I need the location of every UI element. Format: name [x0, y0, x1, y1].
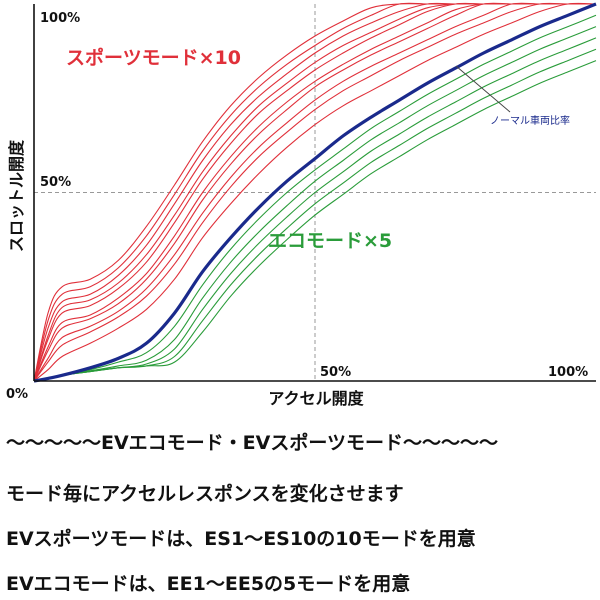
description-line-response: モード毎にアクセルレスポンスを変化させます	[6, 483, 404, 505]
sport-curve-es2	[33, 2, 596, 382]
sport-mode-annotation: スポーツモード×10	[66, 46, 241, 69]
normal-ratio-leader-line	[455, 65, 511, 113]
eco-curve-ee1	[33, 14, 597, 382]
x-tick-label-0: 0%	[6, 387, 28, 402]
y-tick-label-100: 100%	[40, 11, 80, 26]
eco-curve-ee5	[33, 60, 597, 382]
eco-mode-annotation: エコモード×5	[268, 230, 392, 252]
y-tick-label-50: 50%	[40, 175, 71, 190]
description-line-sport: EVスポーツモードは、ES1～ES10の10モードを用意	[6, 528, 476, 550]
x-tick-label-50: 50%	[320, 365, 351, 380]
sport-curve-es3	[33, 2, 596, 382]
normal-ratio-annotation: ノーマル車両比率	[490, 114, 570, 127]
sport-curve-es1	[33, 2, 597, 382]
throttle-response-chart: 100% 50% 0% 50% 100% アクセル開度 スロットル開度 スポーツ…	[6, 2, 597, 408]
sport-curve-es10	[33, 3, 596, 382]
y-axis-label: スロットル開度	[7, 139, 26, 252]
normal-curve	[33, 2, 597, 383]
x-axis-label: アクセル開度	[268, 389, 364, 408]
chart-axes	[33, 4, 596, 382]
chart-curves	[33, 2, 597, 383]
description-heading: ～～～～～EVエコモード・EVスポーツモード～～～～～	[6, 432, 498, 454]
x-tick-label-100: 100%	[548, 365, 588, 380]
eco-curve-ee2	[33, 26, 597, 382]
description-line-eco: EVエコモードは、EE1～EE5の5モードを用意	[6, 573, 411, 595]
